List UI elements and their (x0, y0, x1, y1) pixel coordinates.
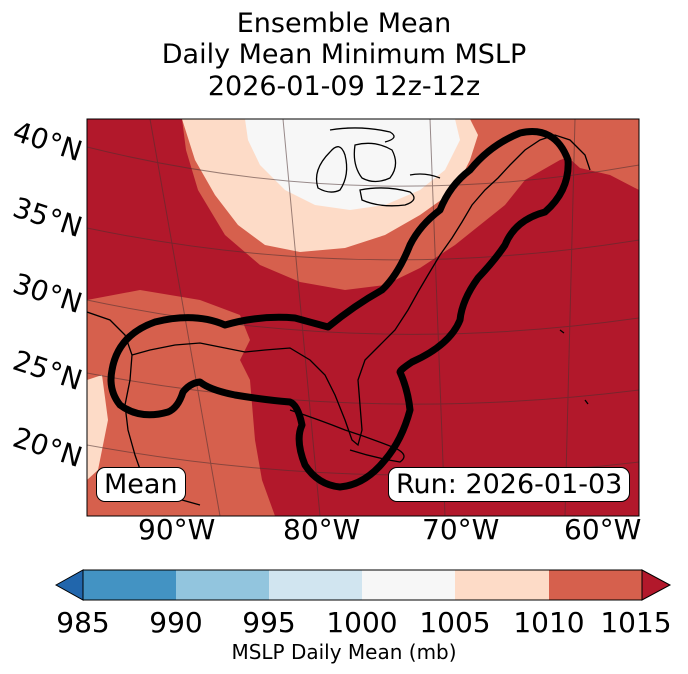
colorbar-tick-1010: 1010 (513, 606, 585, 639)
colorbar (54, 569, 672, 601)
colorbar-tick-1000: 1000 (326, 606, 398, 639)
colorbar-tick-990: 990 (149, 606, 203, 639)
colorbar-extend-high (641, 569, 672, 601)
colorbar-segment-990-995 (176, 570, 269, 600)
colorbar-segment-1000-1005 (362, 570, 455, 600)
pressure-band-1005-1010 (87, 119, 639, 516)
pressure-contour-outline (107, 128, 572, 491)
colorbar-segment-995-1000 (269, 570, 362, 600)
lon-label-70: 70°W (422, 513, 500, 546)
colorbar-tick-995: 995 (242, 606, 296, 639)
run-date-tag: Run: 2026-01-03 (388, 467, 631, 502)
lon-label-90: 90°W (138, 513, 216, 546)
colorbar-segment-1005-1010 (455, 570, 549, 600)
colorbar-label: MSLP Daily Mean (mb) (231, 640, 457, 664)
title-line-3: 2026-01-09 12z-12z (207, 71, 481, 102)
colorbar-segment-1010-1015 (549, 570, 642, 600)
colorbar-extend-low (54, 569, 84, 601)
pressure-band-1005-1010-east (560, 132, 639, 190)
title-line-1: Ensemble Mean (236, 8, 452, 39)
mean-tag: Mean (96, 467, 186, 502)
colorbar-tick-1015: 1015 (600, 606, 672, 639)
lon-label-60: 60°W (564, 513, 642, 546)
colorbar-segment-985-990 (83, 570, 176, 600)
colorbar-tick-985: 985 (56, 606, 110, 639)
pressure-band-1000-1005 (87, 119, 478, 480)
title-line-2: Daily Mean Minimum MSLP (161, 39, 527, 70)
lon-label-80: 80°W (283, 513, 361, 546)
colorbar-tick-1005: 1005 (419, 606, 491, 639)
pressure-band-995-1000 (245, 119, 460, 210)
